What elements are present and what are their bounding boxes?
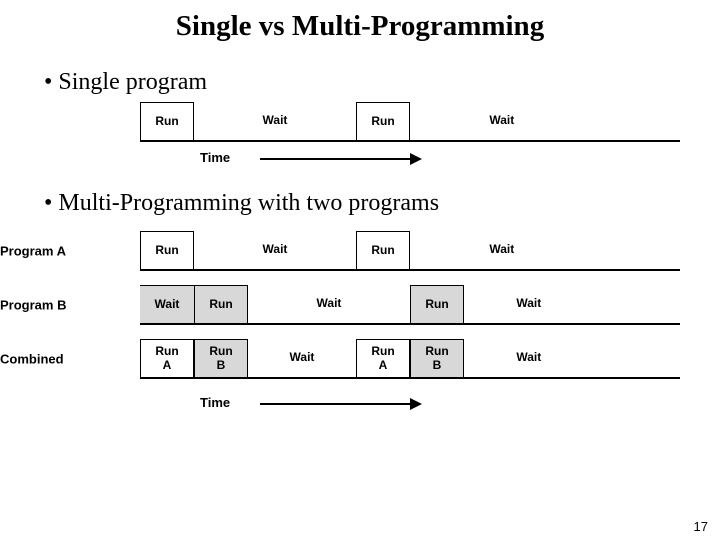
slide-title: Single vs Multi-Programming: [0, 0, 720, 51]
row-label: Combined: [0, 352, 100, 367]
row-label: Program B: [0, 298, 100, 313]
segment: Run: [356, 102, 410, 140]
arrow-icon: [260, 158, 420, 160]
segment: Wait: [140, 285, 194, 323]
multi-timeline: CombinedRun ARun BWaitRun ARun BWait: [60, 339, 680, 379]
time-label-2: Time: [200, 395, 230, 410]
segment: Wait: [410, 231, 594, 269]
segment: Wait: [194, 102, 356, 140]
segment: Wait: [464, 339, 594, 377]
multi-timeline: Program BWaitRunWaitRunWait: [60, 285, 680, 325]
time-axis-2-wrap: Time: [60, 393, 680, 417]
bullet-single: Single program: [0, 69, 720, 96]
segment: Run: [410, 285, 464, 323]
segment: Wait: [248, 285, 410, 323]
track: RunWaitRunWait: [140, 231, 680, 271]
bullet-multi: Multi-Programming with two programs: [0, 190, 720, 217]
page-number: 17: [694, 519, 708, 534]
segment: Run: [140, 102, 194, 140]
segment: Run A: [140, 339, 194, 377]
arrow-icon-2: [260, 403, 420, 405]
single-track: RunWaitRunWait: [140, 102, 680, 142]
time-axis-2: Time: [200, 393, 680, 417]
segment: Wait: [248, 339, 356, 377]
track: WaitRunWaitRunWait: [140, 285, 680, 325]
segment: Run: [140, 231, 194, 269]
segment: Wait: [194, 231, 356, 269]
track: Run ARun BWaitRun ARun BWait: [140, 339, 680, 379]
single-diagram: RunWaitRunWait Time: [60, 102, 680, 172]
single-timeline: RunWaitRunWait: [60, 102, 680, 142]
multi-diagram: Program ARunWaitRunWait Program BWaitRunW…: [60, 231, 680, 379]
time-axis-1: Time: [200, 148, 680, 172]
time-label: Time: [200, 150, 230, 165]
segment: Run A: [356, 339, 410, 377]
multi-timeline: Program ARunWaitRunWait: [60, 231, 680, 271]
row-label: Program A: [0, 244, 100, 259]
segment: Run B: [410, 339, 464, 377]
segment: Run: [194, 285, 248, 323]
segment: Wait: [410, 102, 594, 140]
segment: Run B: [194, 339, 248, 377]
segment: Run: [356, 231, 410, 269]
segment: Wait: [464, 285, 594, 323]
